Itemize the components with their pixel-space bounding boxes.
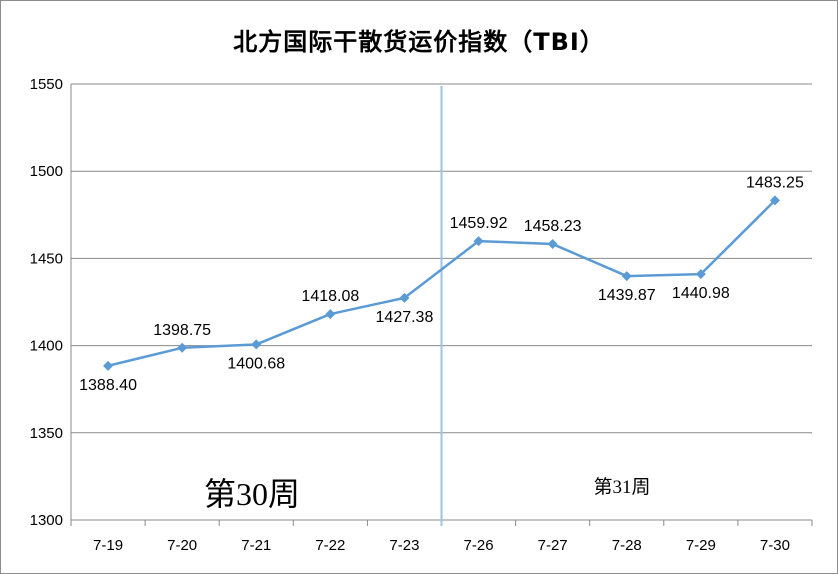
- x-tick-label: 7-27: [538, 537, 568, 554]
- x-tick-label: 7-30: [760, 537, 790, 554]
- data-label: 1459.92: [450, 215, 508, 232]
- data-label: 1440.98: [672, 285, 730, 302]
- x-tick-label: 7-26: [464, 537, 494, 554]
- week-31-label: 第31周: [593, 476, 650, 498]
- data-label: 1427.38: [376, 309, 434, 326]
- data-label: 1388.40: [79, 377, 137, 394]
- data-label: 1398.75: [153, 322, 211, 339]
- y-tick-label: 1550: [30, 76, 63, 93]
- data-point: [177, 342, 188, 353]
- x-tick-label: 7-22: [315, 537, 345, 554]
- x-tick-label: 7-21: [241, 537, 271, 554]
- data-label: 1400.68: [227, 355, 285, 372]
- data-point: [547, 239, 558, 250]
- series-line: [107, 199, 776, 368]
- data-label: 1458.23: [524, 218, 582, 235]
- x-tick-label: 7-23: [389, 537, 419, 554]
- chart-title: 北方国际干散货运价指数（TBI）: [233, 28, 605, 56]
- x-tick-label: 7-29: [686, 537, 716, 554]
- data-point: [251, 339, 262, 350]
- y-tick-label: 1300: [30, 512, 63, 529]
- y-tick-label: 1350: [30, 425, 63, 442]
- data-label: 1483.25: [746, 174, 804, 191]
- y-tick-label: 1500: [30, 163, 63, 180]
- x-tick-label: 7-19: [93, 537, 123, 554]
- data-point: [399, 292, 410, 303]
- data-point: [621, 271, 632, 282]
- week-30-label: 第30周: [204, 476, 300, 512]
- y-tick-label: 1450: [30, 250, 63, 267]
- data-label: 1418.08: [301, 288, 359, 305]
- x-tick-label: 7-20: [167, 537, 197, 554]
- data-point: [473, 236, 484, 247]
- data-point: [103, 360, 114, 371]
- x-tick-label: 7-28: [612, 537, 642, 554]
- data-point: [695, 269, 706, 280]
- data-point: [769, 195, 780, 206]
- y-tick-label: 1400: [30, 338, 63, 355]
- data-point: [325, 309, 336, 320]
- data-label: 1439.87: [598, 287, 656, 304]
